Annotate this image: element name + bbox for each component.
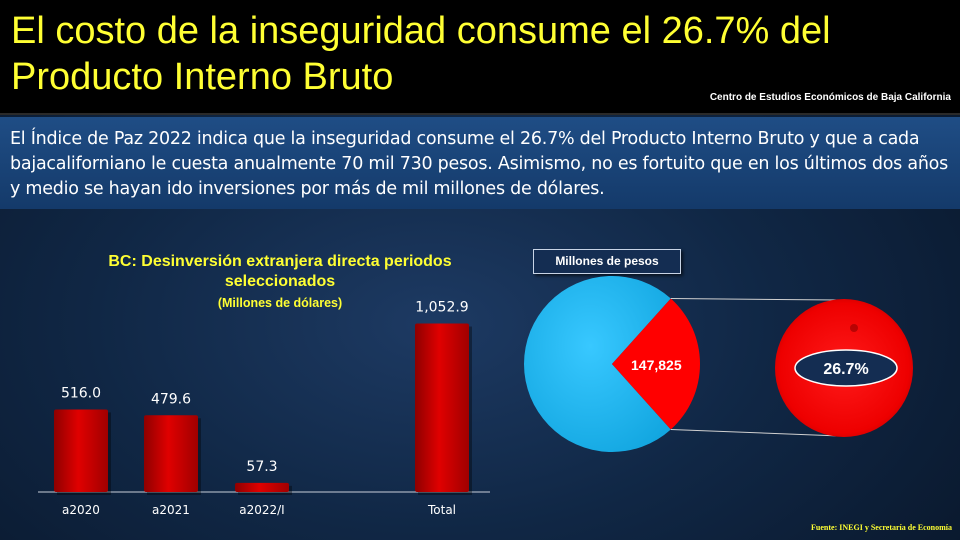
- pie-slice-remainder: [524, 276, 671, 453]
- x-tick-label: a2020: [62, 503, 100, 517]
- percent-badge: [794, 349, 898, 387]
- footer-source: Fuente: INEGI y Secretaría de Economía: [811, 523, 952, 532]
- pie-chart-label: Millones de pesos: [533, 249, 681, 274]
- bar-value-label: 1,052.9: [415, 300, 468, 316]
- intro-text: El Índice de Paz 2022 indica que la inse…: [10, 129, 948, 199]
- bar-chart: 516.0 a2020 479.6 a2021 57.3 a2022/I 1,052.9 To…: [38, 300, 490, 517]
- source-credit: Centro de Estudios Económicos de Baja Ca…: [709, 92, 951, 103]
- bar-a2021: [144, 415, 198, 492]
- callout-connector-bottom: [670, 428, 841, 437]
- bar-a2022/I: [235, 482, 289, 492]
- bar-value-label: 479.6: [151, 391, 191, 407]
- bar-Total: [415, 323, 469, 492]
- bar-value-label: 516.0: [61, 385, 101, 401]
- bar-value-label: 57.3: [246, 459, 277, 475]
- x-tick-label: a2022/I: [239, 503, 284, 517]
- bar-a2020: [54, 409, 108, 492]
- bar-chart-title: BC: Desinversión extranjera directa peri…: [108, 253, 452, 290]
- pie-slice-label: 147,825: [631, 357, 682, 373]
- percent-badge-label: 26.7%: [823, 361, 868, 378]
- callout-highlight-dot: [850, 324, 858, 332]
- header: El costo de la inseguridad consume el 26…: [0, 0, 960, 115]
- callout-connector-top: [670, 298, 841, 301]
- intro-band: El Índice de Paz 2022 indica que la inse…: [0, 117, 960, 209]
- pie-slice-highlight: [612, 298, 701, 430]
- page-title: El costo de la inseguridad consume el 26…: [11, 10, 831, 98]
- bar-chart-subtitle: (Millones de dólares): [217, 296, 343, 310]
- callout-circle: [775, 299, 913, 437]
- x-tick-label: a2021: [152, 503, 190, 517]
- x-tick-label: Total: [427, 503, 456, 517]
